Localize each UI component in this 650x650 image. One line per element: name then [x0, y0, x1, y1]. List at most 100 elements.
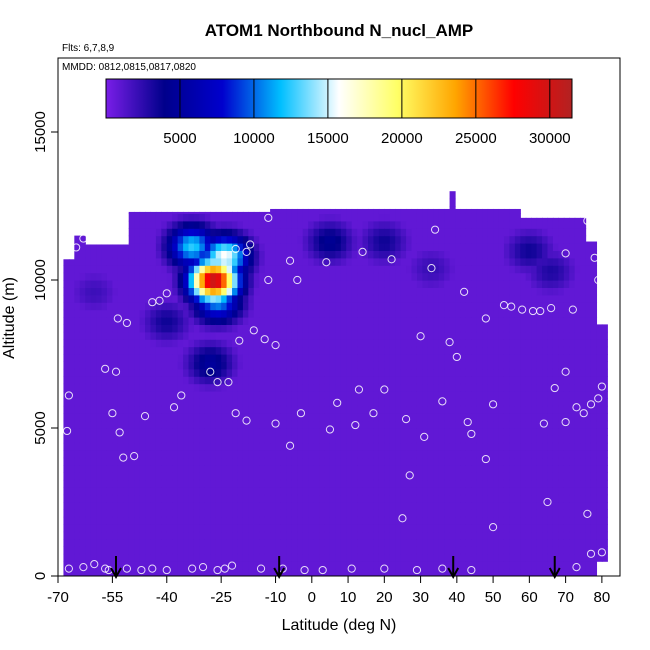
- heatmap-cell: [134, 243, 141, 251]
- heatmap-cell: [128, 546, 135, 555]
- heatmap-cell: [476, 265, 483, 274]
- heatmap-cell: [357, 302, 364, 311]
- heatmap-cell: [155, 272, 162, 281]
- heatmap-cell: [183, 391, 190, 399]
- heatmap-cell: [264, 553, 271, 562]
- heatmap-cell: [362, 208, 369, 214]
- heatmap-cell: [313, 472, 320, 481]
- heatmap-cell: [226, 339, 233, 348]
- heatmap-cell: [237, 509, 244, 518]
- sample-point: [398, 514, 407, 523]
- heatmap-cell: [226, 376, 233, 385]
- heatmap-cell: [465, 413, 472, 422]
- heatmap-cell: [416, 213, 423, 222]
- heatmap-cell: [362, 442, 369, 451]
- heatmap-cell: [248, 346, 255, 355]
- heatmap-cell: [346, 561, 353, 570]
- heatmap-cell: [406, 465, 413, 473]
- heatmap-cell: [384, 294, 391, 303]
- heatmap-cell: [139, 457, 146, 466]
- heatmap-cell: [520, 413, 527, 422]
- heatmap-cell: [242, 494, 249, 503]
- heatmap-cell: [232, 420, 239, 429]
- heatmap-cell: [514, 302, 521, 311]
- heatmap-cell: [237, 568, 244, 576]
- sample-point: [438, 564, 447, 573]
- heatmap-cell: [476, 383, 483, 392]
- heatmap-cell: [569, 502, 576, 510]
- heatmap-cell: [297, 287, 304, 296]
- heatmap-cell: [242, 213, 249, 222]
- heatmap-cell: [601, 331, 608, 340]
- heatmap-cell: [525, 217, 532, 222]
- heatmap-cell: [444, 235, 451, 244]
- heatmap-cell: [346, 457, 353, 466]
- heatmap-cell: [155, 479, 162, 488]
- heatmap-cell: [313, 287, 320, 296]
- heatmap-cell: [542, 435, 549, 444]
- heatmap-cell: [128, 250, 135, 259]
- heatmap-cell: [183, 435, 190, 444]
- heatmap-cell: [422, 405, 429, 414]
- heatmap-cell: [444, 346, 451, 355]
- heatmap-cell: [482, 546, 489, 555]
- heatmap-cell: [183, 494, 190, 503]
- heatmap-cell: [183, 317, 190, 325]
- heatmap-cell: [509, 405, 516, 414]
- heatmap-cell: [183, 339, 190, 348]
- heatmap-cell: [378, 250, 385, 259]
- heatmap-cell: [411, 324, 418, 333]
- heatmap-cell: [422, 361, 429, 370]
- heatmap-cell: [123, 405, 130, 414]
- heatmap-cell: [112, 294, 119, 303]
- heatmap-cell: [237, 487, 244, 496]
- sample-point: [536, 306, 545, 316]
- heatmap-cell: [324, 331, 331, 340]
- heatmap-cell: [221, 531, 228, 540]
- heatmap-cell: [286, 280, 293, 288]
- heatmap-cell: [150, 457, 157, 466]
- heatmap-cell: [525, 546, 532, 555]
- heatmap-cell: [259, 457, 266, 466]
- heatmap-cell: [302, 309, 309, 318]
- heatmap-cell: [449, 309, 456, 318]
- heatmap-cell: [427, 331, 434, 340]
- heatmap-cell: [117, 354, 124, 362]
- heatmap-cell: [422, 553, 429, 562]
- heatmap-cell: [155, 502, 162, 510]
- heatmap-cell: [542, 376, 549, 385]
- heatmap-cell: [106, 442, 113, 451]
- sample-point: [271, 419, 280, 428]
- heatmap-cell: [465, 361, 472, 370]
- heatmap-cell: [188, 211, 195, 214]
- heatmap-cell: [128, 361, 135, 370]
- heatmap-cell: [482, 516, 489, 525]
- heatmap-cell: [297, 272, 304, 281]
- heatmap-cell: [465, 287, 472, 296]
- heatmap-cell: [101, 302, 108, 311]
- heatmap-cell: [85, 368, 92, 377]
- heatmap-cell: [395, 531, 402, 540]
- heatmap-cell: [210, 324, 217, 333]
- heatmap-cell: [313, 465, 320, 473]
- heatmap-cell: [585, 241, 592, 244]
- heatmap-cell: [302, 413, 309, 422]
- heatmap-cell: [585, 368, 592, 377]
- heatmap-cell: [444, 250, 451, 259]
- heatmap-cell: [525, 287, 532, 296]
- heatmap-cell: [90, 420, 97, 429]
- heatmap-cell: [563, 546, 570, 555]
- heatmap-cell: [476, 502, 483, 510]
- heatmap-cell: [139, 509, 146, 518]
- heatmap-cell: [193, 302, 201, 311]
- heatmap-cell: [520, 465, 527, 473]
- heatmap-cell: [275, 368, 282, 377]
- heatmap-cell: [563, 302, 570, 311]
- heatmap-cell: [427, 398, 434, 407]
- heatmap-cell: [340, 398, 347, 407]
- heatmap-cell: [574, 457, 581, 466]
- heatmap-cell: [351, 546, 358, 555]
- heatmap-cell: [145, 324, 152, 333]
- heatmap-cell: [117, 457, 124, 466]
- heatmap-cell: [264, 257, 271, 266]
